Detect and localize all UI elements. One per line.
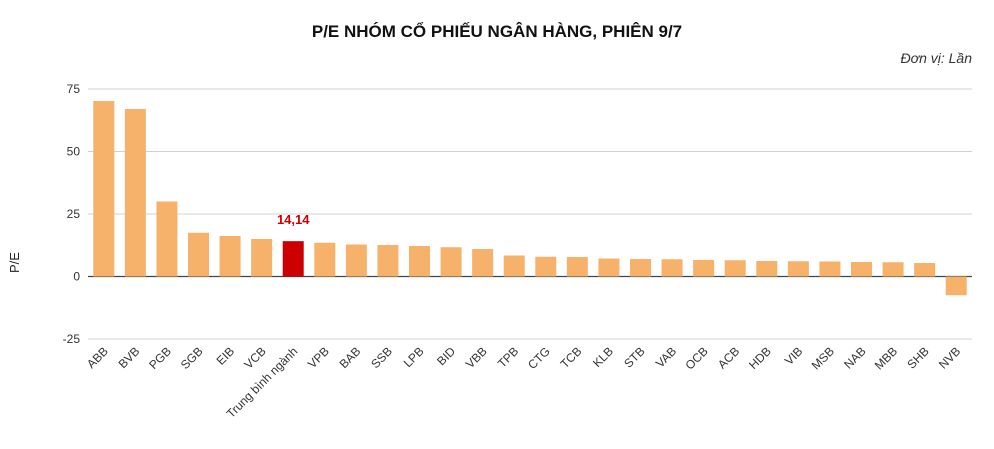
- bar: [282, 241, 304, 277]
- bar: [535, 256, 557, 277]
- x-tick-label: TCB: [558, 344, 585, 371]
- bar: [661, 259, 683, 277]
- x-tick-label: MSB: [809, 344, 837, 372]
- x-tick-label: VBB: [463, 344, 490, 371]
- x-tick-label: NAB: [841, 344, 868, 371]
- x-tick-label: VIB: [782, 344, 806, 368]
- bar: [882, 262, 904, 277]
- x-tick-label: OCB: [682, 344, 710, 372]
- x-tick-label: VAB: [653, 344, 679, 370]
- x-tick-label: HDB: [746, 344, 774, 372]
- x-tick-label: ACB: [715, 344, 742, 371]
- x-tick-label: STB: [621, 344, 647, 370]
- bar: [314, 242, 336, 277]
- y-tick-label: 25: [67, 207, 81, 221]
- y-tick-label: 50: [67, 145, 81, 159]
- bar: [188, 232, 209, 277]
- x-tick-label: BVB: [116, 344, 143, 371]
- y-tick-label: -25: [63, 332, 81, 346]
- x-tick-label: SGB: [178, 344, 206, 372]
- x-tick-label: VCB: [241, 344, 268, 371]
- x-tick-label: LPB: [401, 344, 427, 370]
- bar: [598, 258, 620, 277]
- bar: [345, 244, 367, 277]
- bar: [693, 260, 715, 277]
- bar: [566, 257, 588, 277]
- x-tick-label: ABB: [84, 344, 111, 371]
- bar: [787, 261, 809, 277]
- y-tick-label: 75: [67, 82, 81, 96]
- bar: [503, 255, 525, 277]
- x-tick-label: NVB: [936, 344, 963, 371]
- bar: [251, 239, 273, 277]
- x-tick-label: MBB: [872, 344, 900, 372]
- bar: [819, 261, 841, 277]
- bar: [377, 245, 399, 277]
- x-tick-label: SHB: [904, 344, 931, 371]
- bar: [724, 260, 746, 277]
- bar: [219, 236, 241, 277]
- bar: [851, 262, 872, 277]
- bar: [630, 259, 651, 277]
- bar: [93, 101, 115, 277]
- data-label: 14,14: [277, 212, 310, 227]
- bar: [440, 247, 462, 277]
- x-tick-label: KLB: [590, 344, 616, 370]
- x-tick-label: CTG: [525, 344, 553, 372]
- bar: [409, 246, 430, 277]
- bar: [756, 261, 778, 277]
- x-tick-label: VPB: [305, 344, 332, 371]
- x-tick-label: BID: [434, 344, 458, 368]
- bar: [124, 109, 146, 277]
- bar: [472, 249, 494, 277]
- bar: [914, 263, 936, 277]
- bar: [156, 201, 178, 277]
- x-tick-label: EIB: [214, 344, 238, 368]
- x-tick-label: PGB: [146, 344, 174, 372]
- unit-label: Đơn vị: Lần: [900, 50, 973, 66]
- x-tick-label: BAB: [337, 344, 364, 371]
- chart-title: P/E NHÓM CỔ PHIẾU NGÂN HÀNG, PHIÊN 9/7: [311, 22, 683, 41]
- x-tick-label: TPB: [495, 344, 521, 370]
- bar: [945, 276, 967, 296]
- x-tick-label: SSB: [368, 344, 395, 371]
- y-tick-label: 0: [73, 270, 80, 284]
